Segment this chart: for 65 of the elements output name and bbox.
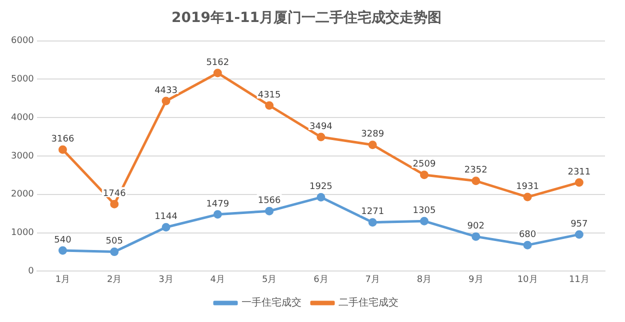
data-label: 4315 xyxy=(258,90,281,100)
point xyxy=(523,192,532,202)
data-label: 2311 xyxy=(568,167,591,178)
legend-label: 一手住宅成交 xyxy=(242,296,302,309)
y-tick-label: 0 xyxy=(28,266,34,277)
data-label: 3494 xyxy=(310,122,333,132)
x-tick-label: 2月 xyxy=(107,274,122,285)
point xyxy=(58,145,67,154)
y-tick-label: 3000 xyxy=(11,151,34,162)
point xyxy=(574,230,584,239)
data-label: 1479 xyxy=(206,199,230,210)
x-tick-label: 7月 xyxy=(365,274,380,285)
y-tick-label: 1000 xyxy=(11,228,34,238)
data-label: 2509 xyxy=(412,160,436,170)
point xyxy=(420,216,428,226)
point xyxy=(472,176,480,186)
data-label: 1144 xyxy=(154,212,178,222)
point xyxy=(368,140,377,150)
data-label: 2352 xyxy=(464,166,488,176)
point xyxy=(523,240,532,250)
point xyxy=(58,246,67,255)
y-tick-label: 4000 xyxy=(11,112,34,123)
data-label: 1566 xyxy=(258,196,282,206)
point xyxy=(162,223,170,232)
point xyxy=(574,178,584,187)
data-label: 3289 xyxy=(361,130,384,140)
point xyxy=(265,206,274,216)
point xyxy=(316,193,326,202)
data-label: 680 xyxy=(518,230,536,240)
x-tick-label: 4月 xyxy=(210,274,226,285)
data-label: 1931 xyxy=(516,182,539,192)
point xyxy=(110,200,119,208)
x-tick-label: 11月 xyxy=(568,274,590,285)
point xyxy=(213,210,222,219)
y-tick-label: 5000 xyxy=(11,74,34,85)
chart-title: 2019年1-11月厦门一二手住宅成交走势图 xyxy=(172,9,442,26)
data-label: 4433 xyxy=(154,86,178,96)
y-tick-label: 2000 xyxy=(11,190,34,200)
y-tick-label: 6000 xyxy=(11,36,34,46)
x-tick-label: 6月 xyxy=(314,274,328,285)
data-label: 1305 xyxy=(412,206,436,216)
point xyxy=(472,232,480,241)
data-label: 1271 xyxy=(361,207,384,218)
data-label: 957 xyxy=(570,219,588,230)
x-tick-label: 8月 xyxy=(416,274,432,285)
data-label: 5162 xyxy=(206,58,230,68)
point xyxy=(213,68,222,78)
data-label: 902 xyxy=(467,221,484,232)
data-label: 1746 xyxy=(102,188,126,199)
data-label: 540 xyxy=(54,235,72,246)
data-label: 1925 xyxy=(310,182,332,192)
point xyxy=(368,218,377,227)
x-tick-label: 3月 xyxy=(158,274,174,285)
x-tick-label: 10月 xyxy=(517,274,538,285)
x-tick-label: 9月 xyxy=(468,274,484,285)
x-tick-label: 1月 xyxy=(55,274,70,285)
point xyxy=(110,248,119,256)
data-label: 505 xyxy=(106,236,123,247)
point xyxy=(316,132,326,142)
data-label: 3166 xyxy=(51,134,74,144)
point xyxy=(162,96,170,106)
point xyxy=(265,101,274,110)
x-tick-label: 5月 xyxy=(262,274,277,285)
point xyxy=(420,170,428,180)
legend-label: 二手住宅成交 xyxy=(338,296,398,309)
